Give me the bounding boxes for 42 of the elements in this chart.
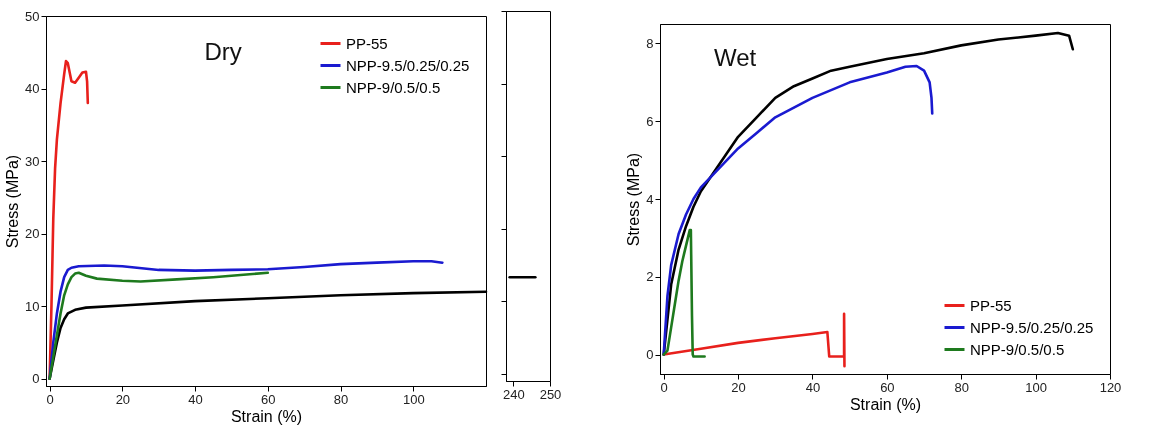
x-tick-label: 40 — [805, 379, 821, 395]
y-tick-label: 8 — [646, 35, 654, 51]
line-series — [48, 271, 270, 381]
line-series — [662, 312, 846, 368]
y-tick-label: 20 — [25, 226, 40, 242]
annotation: Wet — [714, 44, 757, 71]
line-series — [662, 228, 706, 358]
line-series — [662, 64, 934, 356]
legend-label: NPP-9.5/0.25/0.25 — [346, 56, 470, 74]
y-tick-label: 6 — [646, 113, 654, 129]
x-tick-label: 80 — [333, 391, 349, 407]
x-tick-label: 0 — [46, 391, 54, 407]
legend-label: PP-55 — [970, 296, 1012, 314]
x-axis-title: Strain (%) — [230, 407, 303, 425]
y-tick-label: 30 — [25, 153, 40, 169]
x-tick-label: 0 — [660, 379, 668, 395]
legend-label: NPP-9/0.5/0.5 — [970, 340, 1065, 358]
x-tick-label: 20 — [731, 379, 746, 395]
x-axis-title: Strain (%) — [849, 395, 922, 413]
x-tick-label: 240 — [502, 386, 525, 402]
y-tick-label: 0 — [646, 347, 654, 363]
x-tick-label: 60 — [261, 391, 276, 407]
x-tick-label: 60 — [880, 379, 895, 395]
x-tick-label: 120 — [1099, 379, 1122, 395]
x-tick-label: 20 — [115, 391, 131, 407]
y-tick-label: 40 — [25, 81, 40, 97]
x-tick-label: 100 — [1025, 379, 1047, 395]
y-tick-label: 10 — [25, 298, 40, 314]
annotation: Dry — [204, 38, 242, 65]
x-tick-label: 250 — [539, 386, 562, 402]
y-tick-label: 50 — [25, 8, 40, 24]
legend-label: NPP-9/0.5/0.5 — [346, 78, 441, 96]
y-tick-label: 2 — [646, 269, 654, 285]
y-axis-title: Stress (MPa) — [625, 152, 643, 247]
x-tick-label: 80 — [954, 379, 969, 395]
line-series — [48, 259, 444, 381]
y-tick-label: 4 — [646, 191, 654, 207]
legend-label: NPP-9.5/0.25/0.25 — [970, 318, 1094, 336]
x-tick-label: 100 — [402, 391, 425, 407]
y-axis-title: Stress (MPa) — [4, 154, 22, 249]
x-tick-label: 40 — [188, 391, 203, 407]
legend-label: PP-55 — [346, 34, 388, 52]
